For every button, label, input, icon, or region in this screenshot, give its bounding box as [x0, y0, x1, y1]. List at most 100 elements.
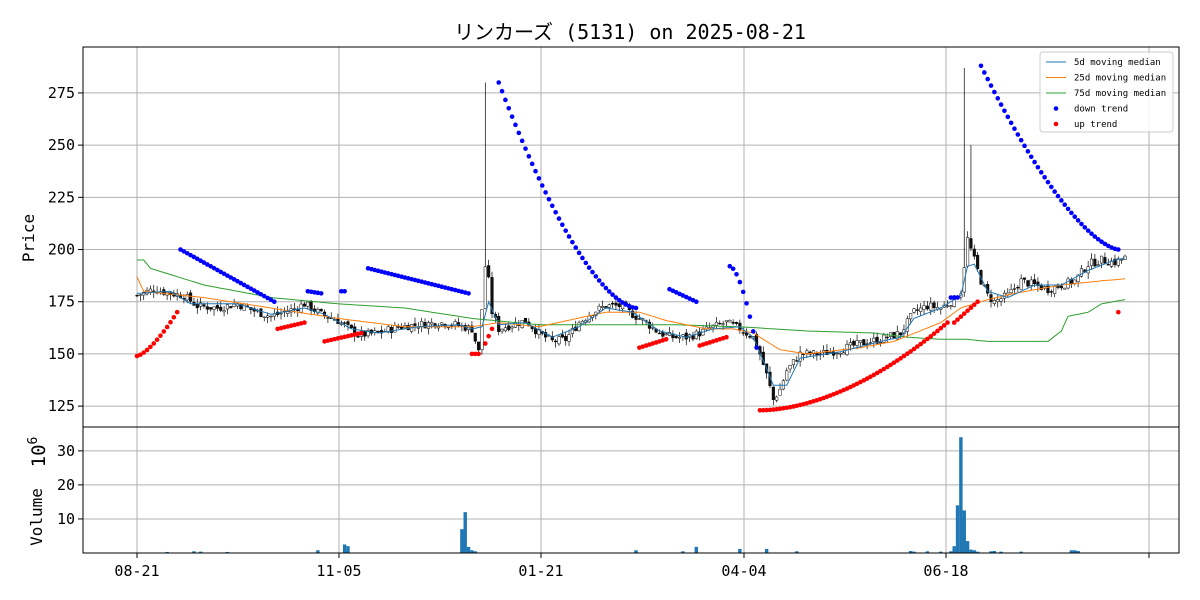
volume-bar [908, 550, 913, 553]
volume-grid [83, 427, 1179, 553]
down-trend-dot [998, 102, 1004, 107]
candle-body [905, 318, 909, 332]
down-trend-dot [1052, 189, 1057, 194]
down-trend-dot [737, 279, 743, 285]
candle-body [1120, 259, 1124, 261]
candle-body [992, 300, 996, 304]
candle-body [811, 350, 816, 355]
down-trend-dot [1002, 108, 1007, 114]
legend-box [1039, 51, 1174, 133]
candle-body [634, 315, 638, 320]
volume-panel-frame [82, 426, 1180, 554]
candle-body [537, 329, 541, 335]
down-trend-dot [734, 272, 739, 277]
volume-bar [764, 548, 769, 553]
legend-label: 5d moving median [1074, 58, 1161, 68]
candle-body [262, 316, 266, 318]
down-trend-dot [184, 250, 190, 256]
up-trend-dot [891, 360, 897, 366]
volume-bar [1076, 550, 1080, 553]
candle-body [564, 335, 568, 341]
candle-body [902, 329, 906, 334]
down-trend-dot [1082, 225, 1088, 230]
down-trend-dot [1028, 154, 1034, 160]
candle-body [286, 311, 290, 314]
up-trend-dot [757, 407, 763, 413]
down-trend-dot [747, 314, 753, 319]
volume-bar [1019, 551, 1023, 553]
up-trend-dot [938, 325, 944, 331]
candle-body [835, 352, 839, 355]
candle-body [520, 320, 524, 328]
legend-label: down trend [1074, 105, 1128, 115]
down-trend-dot [590, 269, 595, 275]
candle-body [199, 302, 203, 307]
candle-body [611, 302, 615, 305]
candle-body [212, 306, 216, 310]
down-trend-dot [948, 295, 954, 300]
median-75d-line [137, 259, 1126, 342]
x-ticks: 08-21 11-05 01-21 04-04 06-18 [114, 553, 1150, 580]
up-trend-dot [302, 320, 307, 325]
down-trend-dot [506, 106, 512, 111]
up-trend-dot [921, 339, 927, 344]
candle-body [209, 307, 213, 310]
candle-body [664, 333, 668, 336]
candle-body [734, 321, 739, 324]
up-trend-dot [168, 319, 173, 325]
candle-body [205, 306, 209, 310]
up-trend-dot [359, 330, 364, 336]
volume-bar [473, 551, 477, 553]
candle-body [279, 312, 283, 315]
up-trend-dot [164, 324, 170, 330]
candle-body [400, 326, 404, 329]
down-trend-dot [181, 249, 187, 254]
up-trend-dot [918, 341, 924, 347]
up-trend-dot [158, 333, 163, 339]
x-tick-label: 06-18 [923, 562, 968, 580]
down-trend-dot [499, 88, 505, 94]
up-trend-dot [874, 370, 880, 376]
candle-body [1033, 279, 1037, 284]
up-trend-dot [898, 356, 903, 361]
candle-body [319, 308, 323, 312]
volume-bar [316, 550, 320, 553]
candle-body [989, 294, 993, 302]
down-trend-dot [529, 161, 535, 167]
down-trend-dot [245, 284, 250, 290]
down-trend-dot [543, 190, 548, 195]
candle-body [222, 310, 226, 313]
candle-body [202, 304, 206, 307]
candle-body [503, 327, 507, 332]
down-trend-dot [1085, 228, 1091, 233]
candle-body [343, 322, 347, 324]
candle-body [718, 322, 722, 325]
candle-body [1046, 285, 1050, 294]
candle-body [510, 326, 514, 329]
candle-body [490, 277, 494, 315]
candle-body [848, 342, 852, 346]
down-trend-dot [600, 282, 605, 287]
volume-bar [992, 550, 997, 553]
candle-body [868, 342, 873, 344]
candle-body [507, 325, 511, 331]
down-trend-dot [754, 345, 759, 350]
candle-body [416, 327, 420, 329]
up-trend-dot [760, 407, 766, 413]
down-trend-dot [466, 291, 471, 296]
down-trend-dot [1075, 218, 1081, 223]
candle-body [500, 328, 504, 332]
candle-body [721, 323, 725, 325]
down-trend-dot [593, 274, 599, 279]
down-trend-dot [1095, 236, 1101, 242]
candle-body [292, 308, 296, 310]
up-trend-dot [148, 344, 153, 350]
candle-body [480, 309, 484, 351]
up-trend-dot [968, 305, 974, 310]
up-trend-dot [931, 331, 937, 336]
moving-median-lines [136, 257, 1126, 386]
price-tick-label: 200 [48, 241, 75, 259]
price-tick-label: 225 [48, 188, 75, 206]
median-5d-line [136, 257, 1126, 386]
candle-body [195, 303, 199, 309]
